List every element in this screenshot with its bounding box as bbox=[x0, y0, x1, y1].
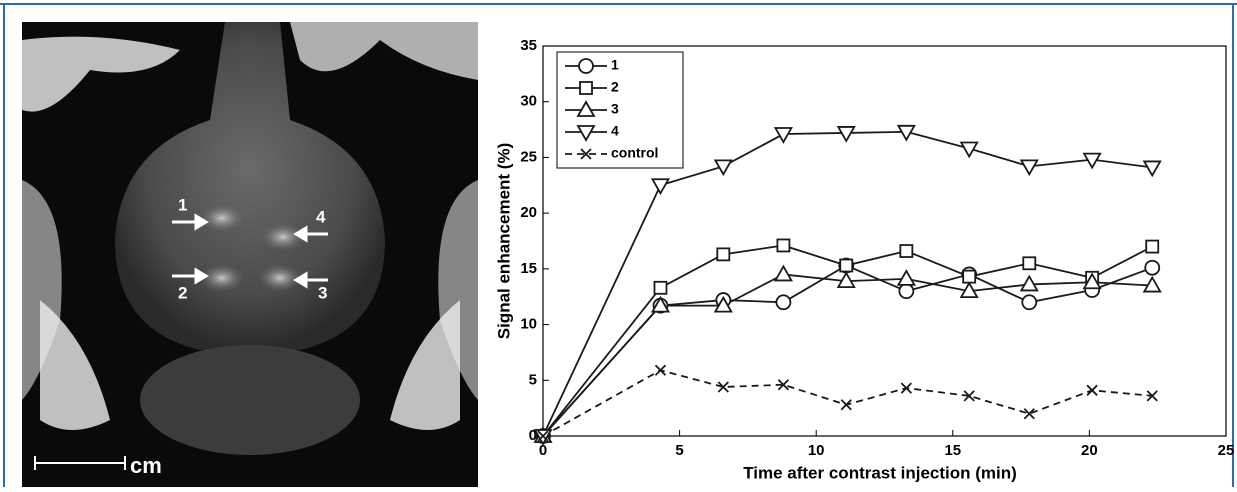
marker bbox=[775, 294, 792, 311]
y-tick-label: 15 bbox=[520, 260, 537, 277]
marker bbox=[579, 81, 593, 95]
series-line bbox=[542, 273, 1153, 437]
marker bbox=[580, 148, 592, 160]
marker bbox=[650, 178, 671, 196]
marker bbox=[959, 281, 979, 299]
y-tick-label: 0 bbox=[529, 427, 537, 444]
marker bbox=[773, 264, 793, 282]
marker bbox=[653, 280, 668, 295]
marker bbox=[576, 125, 596, 142]
marker bbox=[713, 295, 733, 313]
marker bbox=[1142, 160, 1162, 178]
marker bbox=[1144, 259, 1161, 276]
legend-label: 1 bbox=[611, 57, 619, 73]
series-line bbox=[542, 244, 1153, 437]
marker bbox=[896, 269, 916, 286]
legend: 1 2 3 4 control bbox=[556, 51, 684, 169]
marker bbox=[962, 269, 977, 284]
scale-label: cm bbox=[130, 453, 162, 478]
marker bbox=[898, 283, 915, 300]
arrow-label: 2 bbox=[178, 283, 187, 302]
marker bbox=[839, 258, 854, 273]
marker bbox=[776, 238, 791, 253]
y-tick-label: 10 bbox=[520, 316, 537, 333]
series-line bbox=[542, 264, 1153, 437]
marker bbox=[900, 382, 912, 394]
marker bbox=[713, 159, 733, 177]
y-tick-label: 5 bbox=[529, 371, 537, 388]
marker bbox=[959, 141, 979, 159]
marker bbox=[1019, 274, 1039, 292]
marker bbox=[537, 430, 549, 442]
marker bbox=[1142, 275, 1162, 293]
marker bbox=[1023, 408, 1035, 420]
marker bbox=[1082, 152, 1102, 170]
arrow-label: 4 bbox=[316, 207, 326, 226]
marker bbox=[963, 390, 975, 402]
marker bbox=[654, 364, 667, 376]
marker bbox=[1145, 239, 1160, 254]
marker bbox=[899, 244, 914, 258]
series-line bbox=[542, 130, 1153, 437]
arrow-label: 3 bbox=[318, 283, 327, 302]
marker bbox=[578, 58, 594, 74]
x-tick-label: 5 bbox=[675, 442, 683, 459]
marker bbox=[1146, 390, 1158, 402]
y-tick-label: 35 bbox=[520, 37, 537, 54]
legend-label: 3 bbox=[611, 101, 619, 117]
marker bbox=[650, 295, 671, 313]
mri-image bbox=[22, 22, 478, 487]
x-tick-label: 20 bbox=[1081, 442, 1098, 459]
marker bbox=[716, 247, 731, 262]
marker bbox=[717, 381, 729, 393]
legend-label: control bbox=[611, 145, 658, 161]
x-tick-label: 0 bbox=[539, 442, 547, 459]
y-tick-label: 20 bbox=[520, 204, 537, 221]
marker bbox=[576, 100, 596, 117]
x-tick-label: 15 bbox=[944, 442, 961, 459]
legend-label: 2 bbox=[611, 79, 619, 95]
y-axis-label: Signal enhancement (%) bbox=[494, 143, 513, 339]
plot-frame bbox=[542, 45, 1227, 437]
marker bbox=[840, 399, 852, 411]
arrow-label: 1 bbox=[178, 195, 187, 214]
y-tick-label: 25 bbox=[520, 148, 537, 165]
marker bbox=[1086, 384, 1098, 396]
marker bbox=[1082, 272, 1102, 290]
marker bbox=[1022, 256, 1037, 271]
marker bbox=[777, 379, 790, 391]
y-tick-label: 30 bbox=[520, 93, 537, 110]
x-tick-label: 10 bbox=[808, 442, 825, 459]
marker bbox=[1021, 294, 1038, 311]
marker bbox=[1019, 159, 1039, 177]
marker bbox=[836, 126, 856, 143]
x-tick-label: 25 bbox=[1218, 442, 1235, 459]
legend-label: 4 bbox=[611, 123, 619, 139]
x-axis-label: Time after contrast injection (min) bbox=[743, 463, 1017, 482]
marker bbox=[773, 127, 793, 144]
marker bbox=[836, 271, 856, 289]
marker bbox=[896, 124, 916, 142]
